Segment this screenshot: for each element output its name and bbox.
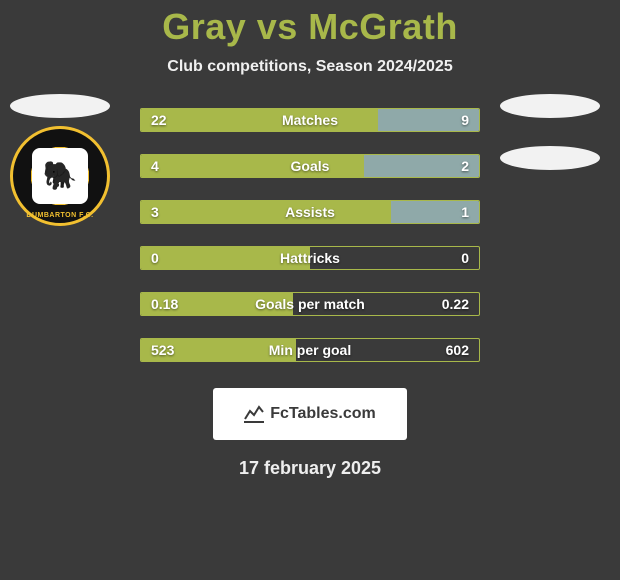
bar-value-left: 22 [151, 112, 167, 128]
right-badges [500, 94, 600, 170]
bar-metric-label: Assists [285, 204, 335, 220]
bar-row: 22 Matches 9 [140, 108, 480, 132]
bar-metric-label: Matches [282, 112, 338, 128]
left-badges: 🐘 DUMBARTON F.C. [10, 94, 110, 226]
bar-value-right: 0.22 [442, 296, 469, 312]
bar-row: 0 Hattricks 0 [140, 246, 480, 270]
bar-value-left: 0.18 [151, 296, 178, 312]
bar-row: 523 Min per goal 602 [140, 338, 480, 362]
bar-fill-left [141, 155, 364, 177]
bar-value-right: 2 [461, 158, 469, 174]
brand-text: FcTables.com [270, 405, 376, 423]
bar-value-left: 4 [151, 158, 159, 174]
bar-value-right: 0 [461, 250, 469, 266]
bar-value-right: 9 [461, 112, 469, 128]
bars-container: 22 Matches 9 4 Goals 2 3 Assists 1 0 Hattricks 0 0.1… [140, 108, 480, 362]
bar-metric-label: Hattricks [280, 250, 340, 266]
brand-box[interactable]: FcTables.com [213, 388, 407, 440]
page-subtitle: Club competitions, Season 2024/2025 [0, 58, 620, 76]
bar-metric-label: Goals per match [255, 296, 365, 312]
club-crest: 🐘 DUMBARTON F.C. [10, 126, 110, 226]
bar-row: 3 Assists 1 [140, 200, 480, 224]
bar-value-left: 523 [151, 342, 174, 358]
bar-value-right: 1 [461, 204, 469, 220]
elephant-icon: 🐘 [43, 162, 78, 190]
bar-row: 0.18 Goals per match 0.22 [140, 292, 480, 316]
date-text: 17 february 2025 [0, 458, 620, 479]
right-ellipse-badge-1 [500, 94, 600, 118]
bar-row: 4 Goals 2 [140, 154, 480, 178]
brand-chart-icon [244, 405, 264, 423]
chart-area: 🐘 DUMBARTON F.C. 22 Matches 9 4 Goals 2 3 Assis… [0, 108, 620, 479]
left-ellipse-badge [10, 94, 110, 118]
bar-metric-label: Min per goal [269, 342, 351, 358]
bar-value-left: 0 [151, 250, 159, 266]
crest-shield: 🐘 [32, 148, 88, 204]
bar-metric-label: Goals [291, 158, 330, 174]
bar-value-right: 602 [446, 342, 469, 358]
crest-text: DUMBARTON F.C. [26, 212, 93, 219]
bar-value-left: 3 [151, 204, 159, 220]
bar-fill-left [141, 201, 391, 223]
right-ellipse-badge-2 [500, 146, 600, 170]
page-title: Gray vs McGrath [0, 6, 620, 48]
page-root: Gray vs McGrath Club competitions, Seaso… [0, 0, 620, 580]
bar-fill-left [141, 109, 378, 131]
